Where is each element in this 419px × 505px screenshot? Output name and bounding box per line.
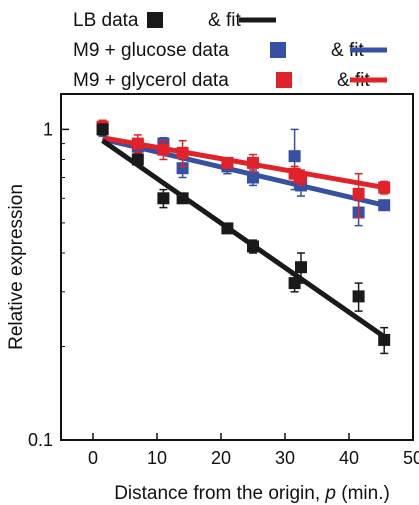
glycerol-data-point (378, 181, 391, 194)
glycerol-data-point (352, 187, 365, 200)
glucose-fit-line (102, 136, 385, 208)
lb-data-point (378, 333, 391, 346)
x-tick-label: 40 (339, 448, 359, 468)
lb-data-point (352, 290, 365, 303)
fit-lines (101, 135, 386, 339)
glucose-legend-fit-label: & fit (331, 40, 364, 61)
lb-data-point (288, 277, 301, 290)
glucose-data-point (176, 162, 189, 175)
glucose-legend-swatch (270, 42, 286, 58)
lb-data-point (157, 192, 170, 205)
glucose-data-point (247, 171, 259, 184)
lb-fit-line (101, 138, 386, 339)
glycerol-data-point (176, 146, 189, 159)
plot-frame (60, 93, 414, 441)
lb-data-point (221, 222, 234, 235)
x-tick-label: 50 (403, 448, 419, 468)
axis-ticks: 0 10 20 30 40 50 0.1 1 (28, 119, 419, 468)
glycerol-legend-label: M9 + glycerol data (73, 70, 229, 91)
x-axis-title: Distance from the origin, p (min.) (114, 483, 390, 504)
glycerol-data-point (295, 171, 307, 184)
x-tick-label: 0 (88, 448, 98, 468)
glycerol-data-point (247, 156, 259, 169)
y-tick-label: 1 (43, 119, 53, 139)
lb-data-point (247, 240, 259, 253)
glycerol-legend-swatch (276, 72, 292, 88)
x-tick-label: 30 (275, 448, 295, 468)
lb-data-point (176, 192, 189, 205)
legend: LB data & fit M9 + glucose data & fit M9 + g… (73, 10, 387, 91)
glycerol-fit-line (102, 135, 385, 190)
glycerol-data-point (131, 137, 144, 150)
lb-data-point (96, 123, 109, 136)
lb-data-point (131, 153, 144, 166)
glucose-data-point (288, 150, 301, 163)
x-axis-title-prefix: Distance from the origin, (114, 483, 325, 504)
x-axis-title-variable: p (324, 483, 336, 504)
lb-data-point (295, 261, 307, 274)
glycerol-data-point (221, 156, 234, 169)
lb-legend-swatch (147, 12, 163, 28)
x-axis-title-suffix: (min.) (336, 483, 390, 504)
lb-legend-label: LB data (73, 10, 139, 31)
x-tick-label: 10 (147, 448, 167, 468)
glycerol-data-point (157, 143, 170, 156)
y-tick-label: 0.1 (28, 430, 53, 450)
lb-legend-fit-label: & fit (208, 10, 241, 31)
data-points (96, 119, 391, 355)
glucose-legend-label: M9 + glucose data (73, 40, 229, 61)
y-axis-title: Relative expression (6, 184, 27, 350)
glucose-data-point (378, 199, 391, 212)
x-tick-label: 20 (211, 448, 231, 468)
